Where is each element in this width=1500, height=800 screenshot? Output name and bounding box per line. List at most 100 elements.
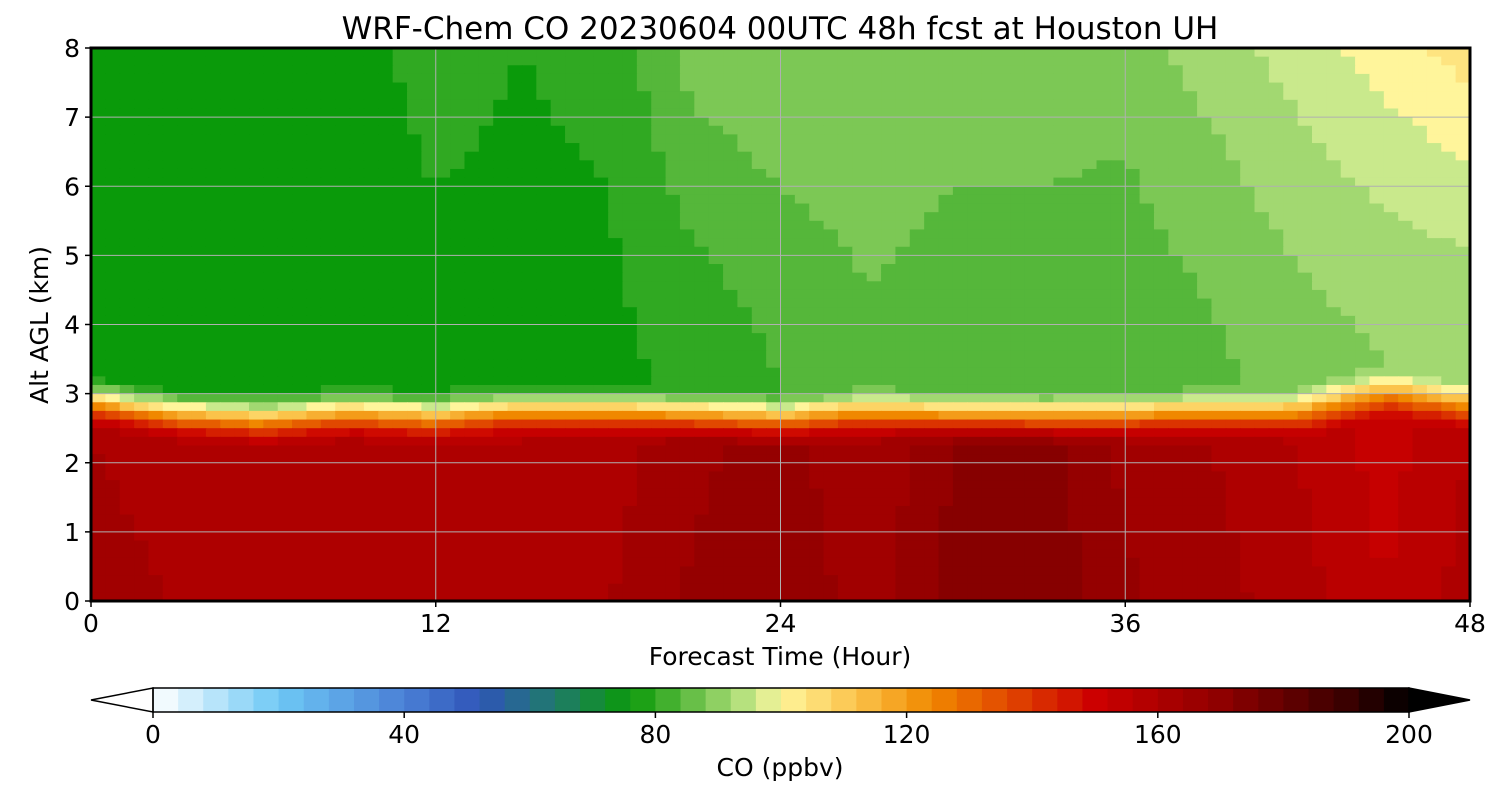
heatmap-cell	[780, 480, 796, 490]
heatmap-cell	[593, 99, 609, 110]
heatmap-cell	[191, 194, 207, 205]
heatmap-cell	[363, 82, 379, 92]
heatmap-cell	[263, 488, 279, 498]
heatmap-cell	[1426, 194, 1442, 205]
heatmap-cell	[1455, 194, 1470, 205]
heatmap-cell	[1139, 350, 1155, 360]
heatmap-cell	[1096, 108, 1112, 118]
heatmap-cell	[1053, 203, 1069, 213]
heatmap-cell	[335, 168, 351, 179]
heatmap-cell	[263, 350, 279, 360]
heatmap-cell	[292, 134, 308, 144]
heatmap-cell	[694, 56, 710, 66]
heatmap-cell	[435, 281, 451, 291]
heatmap-cell	[780, 410, 796, 421]
heatmap-cell	[277, 134, 293, 144]
heatmap-cell	[105, 272, 121, 282]
heatmap-cell	[1010, 125, 1026, 136]
heatmap-cell	[665, 350, 681, 360]
heatmap-cell	[565, 73, 580, 84]
heatmap-cell	[1455, 65, 1470, 75]
heatmap-cell	[1067, 402, 1083, 412]
heatmap-cell	[1225, 419, 1241, 429]
heatmap-cell	[665, 454, 681, 464]
heatmap-cell	[177, 471, 193, 481]
heatmap-cell	[1355, 91, 1371, 101]
heatmap-cell	[723, 203, 738, 213]
heatmap-cell	[1197, 151, 1213, 161]
heatmap-cell	[909, 376, 925, 386]
heatmap-cell	[306, 480, 322, 490]
heatmap-cell	[708, 350, 724, 360]
heatmap-cell	[608, 125, 624, 136]
heatmap-cell	[363, 194, 379, 205]
heatmap-cell	[1369, 108, 1385, 118]
heatmap-cell	[1340, 220, 1356, 231]
heatmap-cell	[981, 186, 997, 196]
heatmap-cell	[1412, 246, 1428, 256]
heatmap-cell	[866, 73, 882, 84]
heatmap-cell	[191, 359, 207, 369]
heatmap-cell	[550, 367, 566, 377]
heatmap-cell	[1441, 436, 1457, 447]
heatmap-cell	[148, 168, 164, 179]
heatmap-cell	[536, 350, 552, 360]
heatmap-cell	[249, 384, 264, 395]
heatmap-cell	[1082, 65, 1098, 75]
heatmap-cell	[1225, 65, 1241, 75]
heatmap-cell	[550, 376, 566, 386]
heatmap-cell	[1110, 324, 1126, 334]
heatmap-cell	[191, 376, 207, 386]
heatmap-cell	[1311, 350, 1327, 360]
heatmap-cell	[507, 488, 523, 498]
heatmap-cell	[277, 324, 293, 334]
heatmap-cell	[1455, 186, 1470, 196]
heatmap-cell	[119, 151, 135, 161]
heatmap-cell	[335, 359, 351, 369]
heatmap-cell	[995, 168, 1011, 179]
heatmap-cell	[493, 471, 509, 481]
heatmap-cell	[1139, 117, 1155, 127]
heatmap-cell	[1355, 281, 1371, 291]
heatmap-cell	[234, 91, 250, 101]
heatmap-cell	[665, 125, 681, 136]
heatmap-cell	[191, 177, 207, 187]
heatmap-cell	[1197, 410, 1213, 421]
heatmap-cell	[751, 410, 767, 421]
heatmap-cell	[1168, 454, 1184, 464]
heatmap-cell	[1268, 324, 1284, 334]
heatmap-cell	[1340, 281, 1356, 291]
heatmap-cell	[119, 315, 135, 326]
heatmap-cell	[593, 419, 609, 429]
heatmap-cell	[335, 393, 351, 403]
heatmap-cell	[909, 281, 925, 291]
heatmap-cell	[507, 471, 523, 481]
heatmap-cell	[579, 238, 595, 248]
heatmap-cell	[1125, 315, 1141, 326]
heatmap-cell	[263, 220, 279, 231]
heatmap-cell	[665, 160, 681, 170]
heatmap-cell	[995, 143, 1011, 153]
heatmap-cell	[119, 289, 135, 300]
heatmap-cell	[938, 436, 954, 447]
heatmap-cell	[306, 436, 322, 447]
heatmap-cell	[737, 160, 753, 170]
heatmap-cell	[952, 436, 968, 447]
heatmap-cell	[1254, 454, 1270, 464]
heatmap-cell	[134, 186, 150, 196]
heatmap-cell	[464, 65, 480, 75]
heatmap-cell	[1110, 428, 1126, 438]
heatmap-cell	[1211, 65, 1227, 75]
heatmap-cell	[1240, 151, 1256, 161]
heatmap-cell	[737, 428, 753, 438]
heatmap-cell	[450, 151, 466, 161]
heatmap-cell	[378, 376, 394, 386]
heatmap-cell	[134, 324, 150, 334]
heatmap-cell	[809, 48, 825, 58]
heatmap-cell	[1355, 212, 1371, 222]
heatmap-cell	[478, 177, 494, 187]
heatmap-cell	[622, 160, 638, 170]
heatmap-cell	[679, 359, 695, 369]
heatmap-cell	[1283, 73, 1299, 84]
heatmap-cell	[1110, 393, 1126, 403]
